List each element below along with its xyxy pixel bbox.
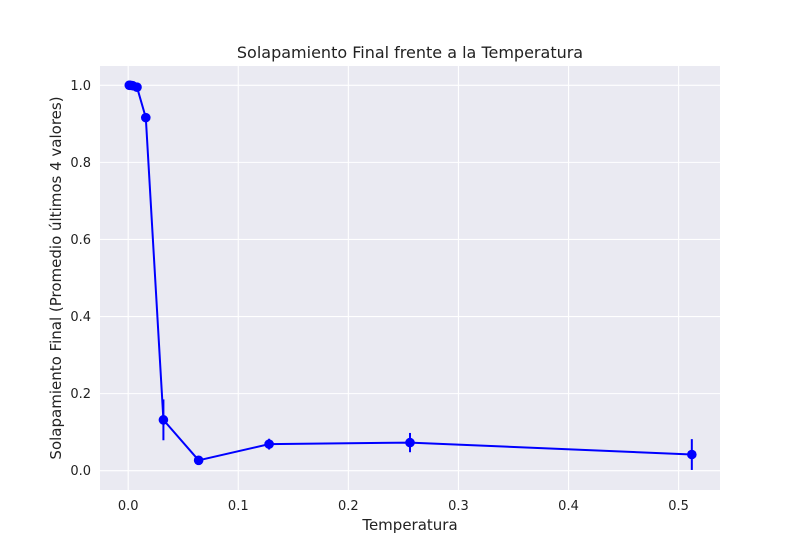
y-tick-label: 0.2 bbox=[70, 387, 91, 402]
grid bbox=[100, 66, 720, 490]
y-tick-label: 0.4 bbox=[70, 310, 91, 325]
y-axis-label: Solapamiento Final (Promedio últimos 4 v… bbox=[47, 96, 65, 459]
chart-title: Solapamiento Final frente a la Temperatu… bbox=[237, 43, 583, 62]
x-tick-label: 0.0 bbox=[118, 499, 139, 514]
y-tick-label: 0.6 bbox=[70, 233, 91, 248]
x-tick-label: 0.2 bbox=[338, 499, 359, 514]
y-tick-label: 0.0 bbox=[70, 464, 91, 479]
x-tick-label: 0.3 bbox=[448, 499, 469, 514]
x-axis-ticks: 0.0 0.1 0.2 0.3 0.4 0.5 bbox=[118, 499, 689, 514]
x-tick-label: 0.4 bbox=[558, 499, 579, 514]
data-point bbox=[687, 449, 697, 460]
x-tick-label: 0.1 bbox=[228, 499, 249, 514]
data-point bbox=[264, 439, 274, 449]
x-tick-label: 0.5 bbox=[668, 499, 689, 514]
plot-area bbox=[100, 66, 720, 490]
x-axis-label: Temperatura bbox=[361, 516, 457, 534]
data-point bbox=[140, 112, 151, 123]
data-point bbox=[132, 82, 142, 92]
data-point bbox=[193, 455, 204, 466]
data-point bbox=[405, 437, 415, 448]
y-axis-ticks: 0.0 0.2 0.4 0.6 0.8 1.0 bbox=[70, 79, 91, 479]
y-tick-label: 1.0 bbox=[70, 79, 91, 94]
y-tick-label: 0.8 bbox=[70, 156, 91, 171]
data-points bbox=[124, 80, 697, 466]
data-point bbox=[158, 415, 169, 425]
